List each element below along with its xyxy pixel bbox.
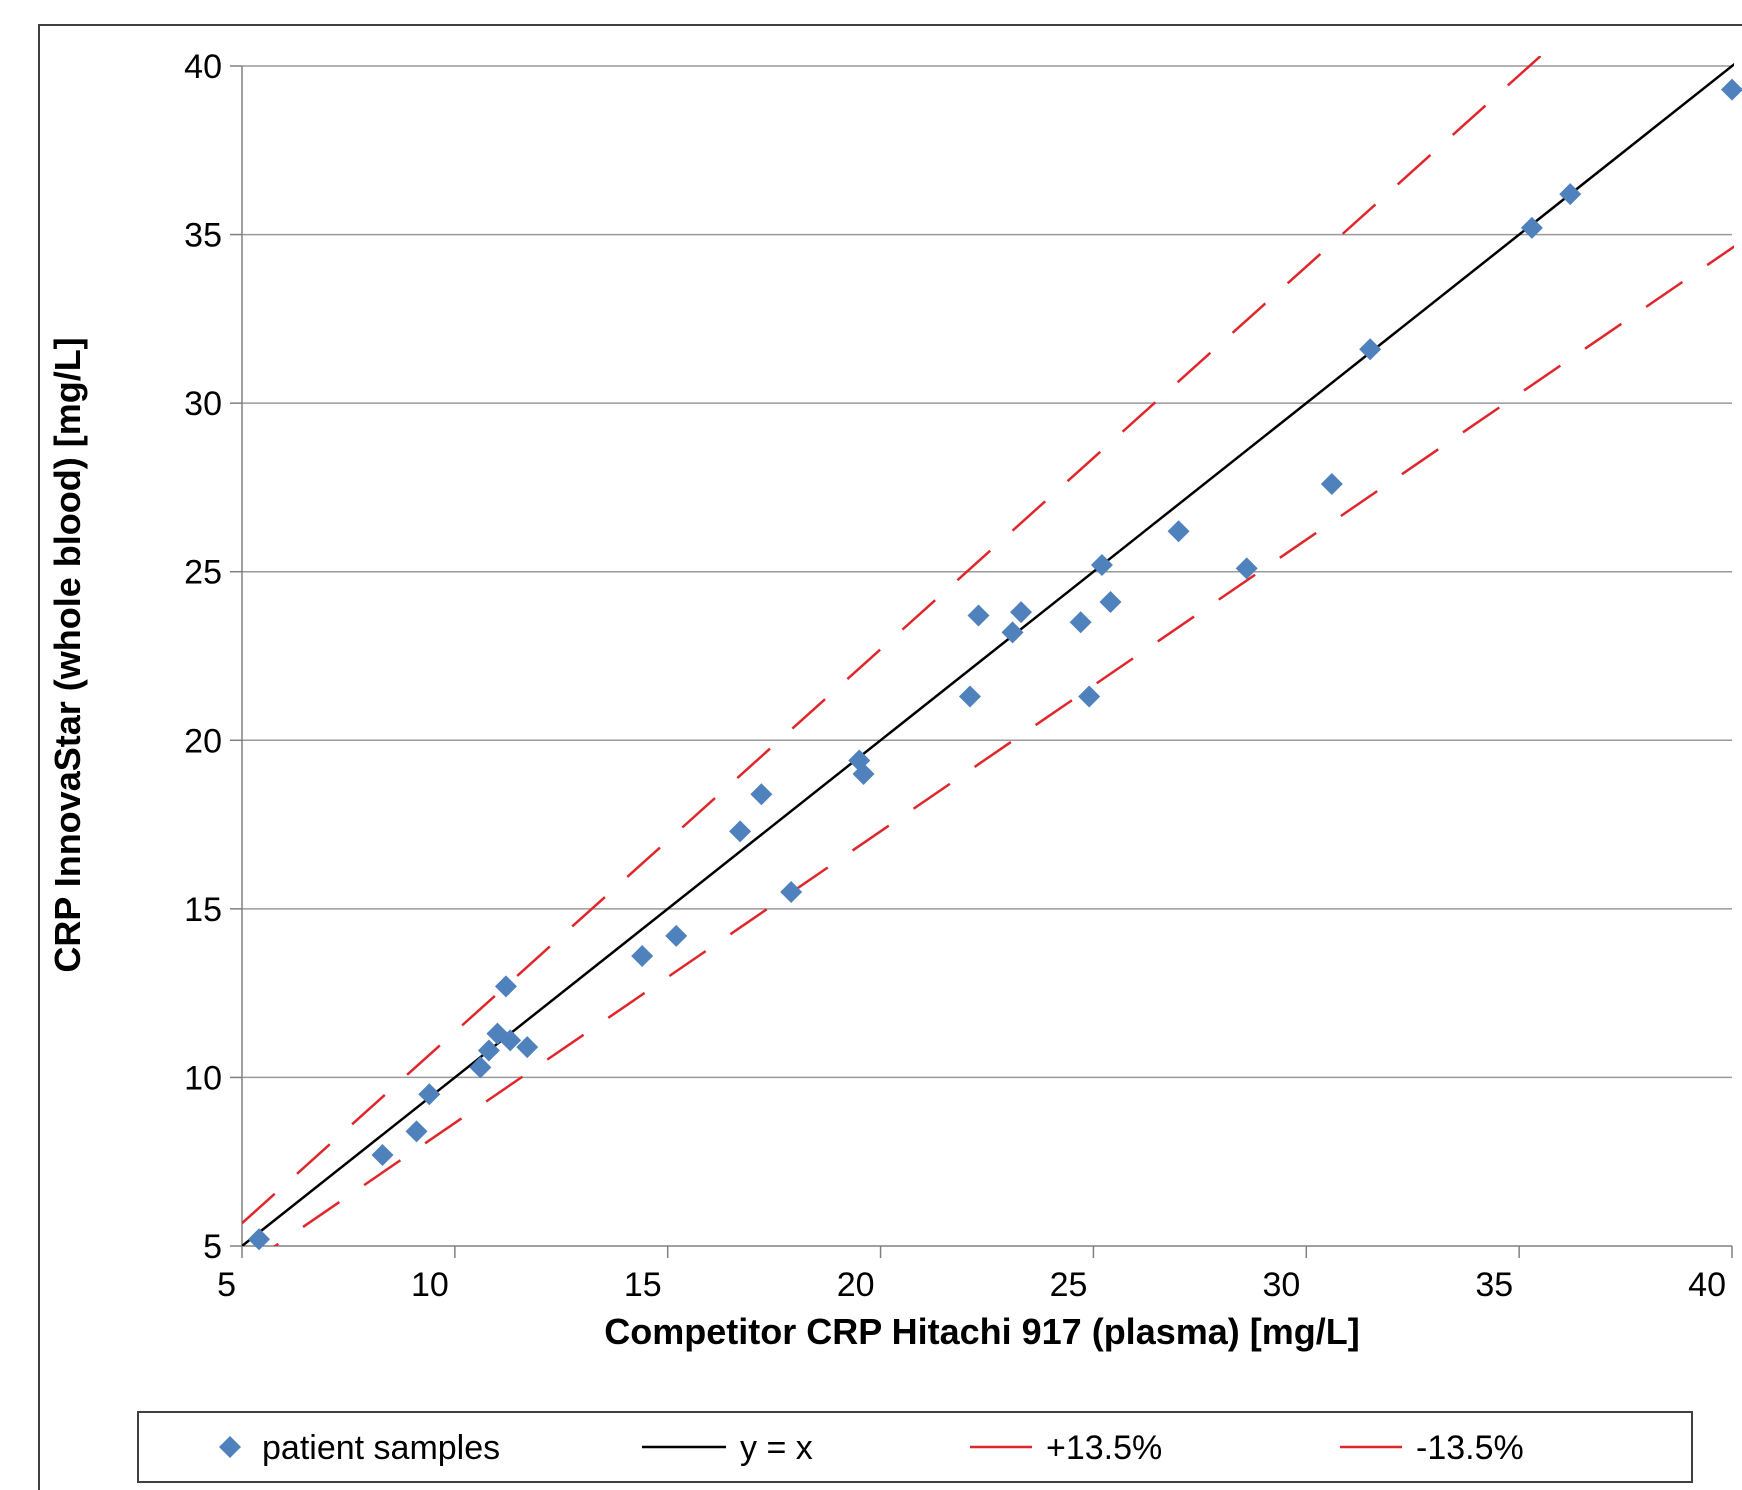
- legend-label-0: patient samples: [262, 1429, 500, 1467]
- ytick-label-10: 10: [184, 1059, 222, 1097]
- xtick-label-20: 20: [837, 1266, 875, 1304]
- ytick-label-30: 30: [184, 385, 222, 423]
- x-axis-title: Competitor CRP Hitachi 917 (plasma) [mg/…: [604, 1311, 1359, 1352]
- xtick-label-30: 30: [1262, 1266, 1300, 1304]
- ref-line-2: [242, 56, 1543, 1225]
- data-point-21: [1069, 611, 1092, 634]
- data-point-7: [494, 975, 517, 998]
- data-point-11: [665, 924, 688, 947]
- xtick-label-15: 15: [624, 1266, 662, 1304]
- ref-line-1: [242, 62, 1734, 1246]
- legend-label-2: +13.5%: [1046, 1429, 1162, 1467]
- ytick-label-35: 35: [184, 217, 222, 255]
- data-points: [248, 78, 1742, 1251]
- ytick-label-5: 5: [203, 1228, 222, 1266]
- data-point-29: [1520, 216, 1543, 239]
- ref-line-3: [273, 245, 1734, 1246]
- tick-labels: 5 10 15 20 25 30 35 40 5 10 15 20 25 30 35 40: [184, 48, 1726, 1304]
- ytick-label-40: 40: [184, 48, 222, 86]
- data-point-19: [1001, 621, 1024, 644]
- data-point-25: [1167, 520, 1190, 543]
- xtick-label-40: 40: [1688, 1266, 1726, 1304]
- data-point-0: [248, 1228, 271, 1251]
- data-point-17: [958, 685, 981, 708]
- data-point-2: [405, 1120, 428, 1143]
- data-point-31: [1721, 78, 1742, 101]
- data-point-30: [1559, 183, 1582, 206]
- data-point-10: [631, 945, 654, 968]
- data-point-9: [516, 1036, 539, 1059]
- grid-lines: [242, 65, 1732, 1079]
- data-point-4: [469, 1056, 492, 1079]
- data-point-1: [371, 1143, 394, 1166]
- axes: [230, 65, 1733, 1258]
- data-point-22: [1078, 685, 1101, 708]
- legend-marker-0: [219, 1436, 241, 1458]
- chart-frame: [38, 24, 1742, 1490]
- reference-lines: [242, 56, 1734, 1246]
- legend-box: [137, 1411, 1693, 1483]
- data-point-13: [750, 783, 773, 806]
- ytick-label-20: 20: [184, 722, 222, 760]
- data-point-27: [1320, 473, 1343, 496]
- data-point-28: [1359, 338, 1382, 361]
- data-point-26: [1235, 557, 1258, 580]
- data-point-8: [499, 1029, 522, 1052]
- data-point-20: [1010, 601, 1033, 624]
- ytick-label-15: 15: [184, 891, 222, 929]
- y-axis-title: CRP InnovaStar (whole blood) [mg/L]: [47, 337, 88, 972]
- xtick-label-5: 5: [217, 1266, 236, 1304]
- xtick-label-25: 25: [1050, 1266, 1088, 1304]
- data-point-5: [477, 1039, 500, 1062]
- legend-label-1: y = x: [740, 1429, 813, 1467]
- data-point-3: [418, 1083, 441, 1106]
- legend-label-3: -13.5%: [1416, 1429, 1524, 1467]
- legend: patient samples y = x +13.5% -13.5%: [137, 1411, 1693, 1483]
- data-point-12: [729, 820, 752, 843]
- data-point-16: [852, 763, 875, 785]
- xtick-label-35: 35: [1475, 1266, 1513, 1304]
- data-point-14: [780, 881, 803, 903]
- data-point-24: [1099, 591, 1122, 614]
- data-point-18: [967, 604, 990, 627]
- ytick-label-25: 25: [184, 554, 222, 592]
- data-point-23: [1090, 553, 1113, 576]
- xtick-label-10: 10: [411, 1266, 449, 1304]
